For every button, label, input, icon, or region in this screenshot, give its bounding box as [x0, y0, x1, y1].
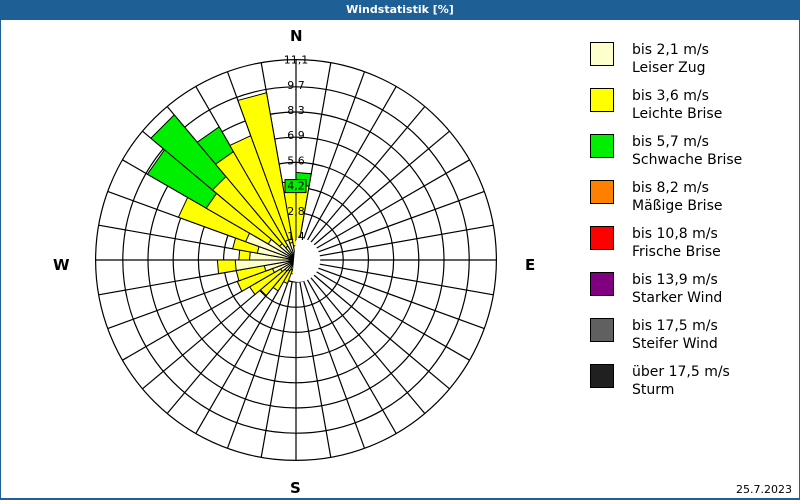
legend-range: bis 10,8 m/s — [632, 226, 718, 242]
legend-label: Steifer Wind — [632, 336, 718, 352]
grid-spoke — [166, 276, 283, 414]
compass-east-label: E — [525, 256, 536, 274]
legend-label: Frische Brise — [632, 244, 721, 260]
legend-range: bis 3,6 m/s — [632, 88, 709, 104]
compass-south-label: S — [290, 479, 301, 497]
grid-spoke — [316, 266, 485, 330]
ring-label: 2,8 — [287, 205, 305, 218]
legend-range: bis 17,5 m/s — [632, 318, 718, 334]
legend-label: Schwache Brise — [632, 152, 743, 168]
chart-date: 25.7.2023 — [736, 483, 792, 496]
legend-label: Leiser Zug — [632, 60, 706, 76]
ring-label: 1,4 — [287, 230, 305, 243]
bottom-border — [0, 498, 800, 500]
ring-label-bg — [284, 179, 307, 194]
legend-swatch-frische-brise — [590, 226, 614, 250]
compass-north-label: N — [290, 27, 303, 45]
grid-spoke — [312, 130, 450, 247]
grid-spoke — [314, 270, 470, 361]
legend-swatch-schwache-brise — [590, 134, 614, 158]
grid-spoke — [312, 273, 450, 390]
grid-spoke — [314, 159, 470, 250]
legend-label: Mäßige Brise — [632, 198, 723, 214]
polar-grid — [95, 59, 497, 461]
grid-spoke — [302, 71, 366, 240]
calm-circle — [292, 237, 321, 282]
ring-label: 4,2 — [287, 180, 305, 193]
grid-spoke — [306, 278, 397, 434]
legend-swatch-maessige-brise — [590, 180, 614, 204]
grid-spoke — [316, 190, 485, 254]
ring-label: 5,6 — [287, 154, 305, 167]
grid-spoke — [260, 281, 293, 458]
grid-spoke — [317, 224, 494, 257]
ring-labels: 1,4 2,8 4,2 5,6 6,9 8,3 9,7 11,1 — [284, 54, 309, 243]
ring-label: 11,1 — [284, 54, 309, 67]
wind-sectors — [146, 92, 312, 297]
legend-swatch-starker-wind — [590, 272, 614, 296]
grid-spoke — [226, 280, 290, 449]
legend-label: Starker Wind — [632, 290, 723, 306]
legend-swatch-leiser-zug — [590, 42, 614, 66]
legend-swatch-leichte-brise — [590, 88, 614, 112]
ring-label: 6,9 — [287, 129, 305, 142]
grid-spoke — [299, 281, 332, 458]
grid-spoke — [195, 278, 286, 434]
legend-swatch-steifer-wind — [590, 318, 614, 342]
grid-spoke — [302, 280, 366, 449]
grid-spoke — [306, 86, 397, 242]
legend-swatch-sturm — [590, 364, 614, 388]
legend-range: über 17,5 m/s — [632, 364, 730, 380]
grid-spoke — [309, 276, 426, 414]
wind-rose-chart: 1,4 2,8 4,2 5,6 6,9 8,3 9,7 11,1 — [95, 54, 497, 461]
legend-range: bis 2,1 m/s — [632, 42, 709, 58]
legend-range: bis 8,2 m/s — [632, 180, 709, 196]
ring-label: 8,3 — [287, 104, 305, 117]
compass-west-label: W — [53, 256, 70, 274]
chart-title: Windstatistik [%] — [0, 0, 800, 20]
legend-label: Leichte Brise — [632, 106, 723, 122]
wind-sector-segment — [237, 92, 297, 261]
grid-spoke — [317, 263, 494, 296]
legend-range: bis 13,9 m/s — [632, 272, 718, 288]
legend-range: bis 5,7 m/s — [632, 134, 709, 150]
grid-spoke — [309, 106, 426, 244]
ring-label: 9,7 — [287, 79, 305, 92]
legend-label: Sturm — [632, 382, 675, 398]
